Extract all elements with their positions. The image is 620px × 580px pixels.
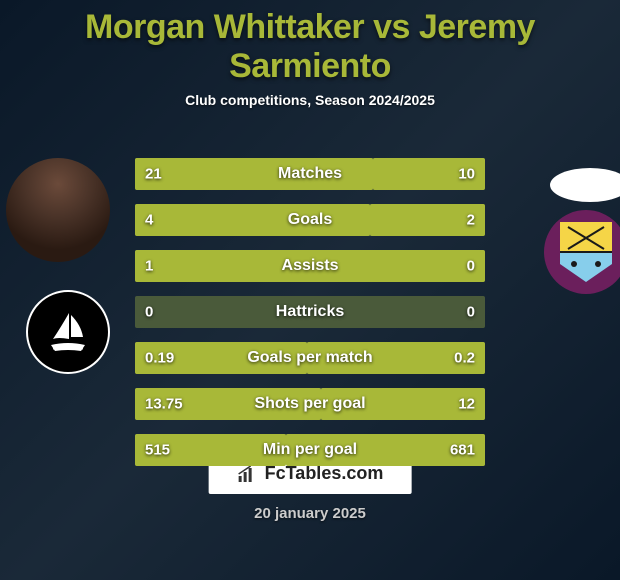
- stats-bars: 21Matches104Goals21Assists00Hattricks00.…: [135, 158, 485, 480]
- stat-row: 4 Goals 2: [135, 204, 485, 236]
- stat-value-right: 0: [467, 304, 475, 321]
- stat-value-left: 1: [145, 258, 153, 275]
- footer-date: 20 january 2025: [254, 505, 366, 522]
- stat-row: 21 Matches 10: [135, 158, 485, 190]
- brand-label: FcTables.com: [265, 463, 384, 484]
- stat-label: Assists: [282, 257, 339, 275]
- bar-fill-left: [135, 204, 370, 236]
- stat-row: 0 Hattricks 0: [135, 296, 485, 328]
- stat-value-left: 4: [145, 212, 153, 229]
- player-left-avatar: [6, 158, 110, 262]
- stat-value-left: 515: [145, 442, 170, 459]
- stat-label: Goals per match: [247, 349, 372, 367]
- stat-value-right: 0.2: [454, 350, 475, 367]
- sailboat-icon: [43, 307, 93, 357]
- stat-value-right: 12: [458, 396, 475, 413]
- chart-icon: [237, 464, 257, 484]
- player-right-avatar: [550, 168, 620, 202]
- stat-label: Shots per goal: [254, 395, 365, 413]
- stat-value-right: 10: [458, 166, 475, 183]
- stat-value-left: 0: [145, 304, 153, 321]
- stat-row: 515 Min per goal 681: [135, 434, 485, 466]
- stat-label: Goals: [288, 211, 332, 229]
- club-left-crest: [26, 290, 110, 374]
- stat-value-right: 0: [467, 258, 475, 275]
- comparison-title: Morgan Whittaker vs Jeremy Sarmiento: [0, 0, 620, 86]
- comparison-subtitle: Club competitions, Season 2024/2025: [0, 92, 620, 108]
- stat-row: 13.75 Shots per goal 12: [135, 388, 485, 420]
- stat-row: 1 Assists 0: [135, 250, 485, 282]
- stat-value-left: 21: [145, 166, 162, 183]
- stat-value-left: 0.19: [145, 350, 174, 367]
- stat-label: Min per goal: [263, 441, 357, 459]
- shield-icon: [560, 222, 612, 282]
- club-right-crest: [544, 210, 620, 294]
- stat-label: Matches: [278, 165, 342, 183]
- stat-value-right: 681: [450, 442, 475, 459]
- stat-value-right: 2: [467, 212, 475, 229]
- stat-label: Hattricks: [276, 303, 344, 321]
- stat-value-left: 13.75: [145, 396, 183, 413]
- person-silhouette-icon: [6, 158, 110, 262]
- content-area: 21Matches104Goals21Assists00Hattricks00.…: [0, 138, 620, 498]
- stat-row: 0.19 Goals per match 0.2: [135, 342, 485, 374]
